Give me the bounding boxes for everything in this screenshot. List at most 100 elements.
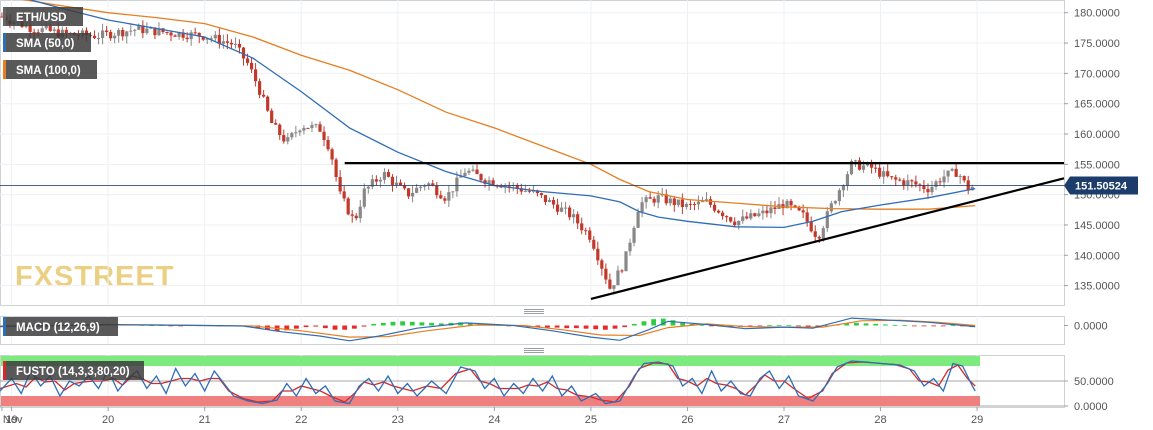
candle-body	[555, 204, 560, 212]
candle-body	[878, 167, 882, 177]
fusto-swatch	[3, 361, 6, 380]
sma50-line	[28, 0, 976, 229]
candle-body	[825, 211, 829, 229]
legend-sma50[interactable]: SMA (50,0)	[3, 33, 91, 52]
macd-histogram-bar	[409, 321, 415, 326]
candle-body	[620, 270, 624, 272]
candle-body	[547, 199, 552, 202]
legend-macd[interactable]: MACD (12,26,9)	[3, 317, 118, 336]
oversold-band	[1, 396, 980, 406]
candle-body	[133, 29, 137, 31]
candle-body	[374, 179, 378, 182]
macd-histogram-bar	[931, 325, 937, 327]
candle-body	[326, 139, 330, 150]
candle-body	[785, 200, 789, 209]
candle-body	[435, 185, 439, 196]
candle-body	[515, 184, 519, 189]
price-tag-shape	[1064, 176, 1138, 195]
candle-body	[197, 32, 201, 37]
candle-body	[378, 179, 382, 182]
price-y-axis: 180.0000 175.0000 170.0000 165.0000 160.0000…	[0, 8, 1120, 293]
candle-body	[241, 47, 246, 59]
macd-histogram-bar	[284, 325, 290, 331]
macd-histogram-bar	[786, 325, 792, 327]
candle-body	[716, 210, 721, 213]
candle-body	[644, 197, 648, 203]
time-tick-label: 29	[971, 414, 983, 426]
candle-body	[36, 32, 40, 34]
candle-body	[471, 169, 475, 171]
candle-body	[121, 29, 125, 37]
candle-body	[415, 187, 419, 193]
candle-body	[704, 199, 709, 202]
candle-body	[463, 172, 467, 177]
macd-histogram-bar	[641, 321, 647, 326]
candle-body	[141, 25, 145, 34]
time-tick-label: 27	[778, 414, 790, 426]
legend-fusto-label: FUSTO (14,3,3,80,20)	[16, 366, 130, 378]
candle-body	[958, 176, 962, 178]
price-pane[interactable]	[0, 0, 1065, 306]
time-tick-label: 25	[585, 414, 597, 426]
macd-swatch	[3, 317, 6, 336]
candle-body	[938, 181, 942, 183]
candle-body	[950, 168, 954, 171]
candle-body	[604, 268, 608, 280]
candle-body	[467, 170, 471, 173]
price-tick-label: 140.0000	[1074, 250, 1120, 262]
candle-body	[539, 193, 544, 196]
candle-body	[914, 181, 918, 185]
candle-body	[342, 191, 346, 199]
candle-body	[173, 35, 177, 37]
candle-body	[930, 186, 934, 193]
candle-body	[366, 186, 370, 189]
macd-histogram-bar	[178, 325, 183, 327]
pane-resize-handle-1[interactable]	[524, 309, 544, 314]
candle-body	[668, 198, 672, 204]
time-tick-label: 21	[199, 414, 211, 426]
candlestick-series	[0, 12, 974, 295]
macd-histogram-bar	[322, 325, 328, 329]
candle-body	[209, 38, 213, 40]
candle-body	[394, 182, 399, 185]
candle-body	[205, 38, 209, 40]
candle-body	[64, 29, 68, 34]
legend-sma100[interactable]: SMA (100,0)	[3, 60, 97, 79]
macd-pane[interactable]	[0, 316, 1065, 345]
candle-body	[934, 181, 938, 187]
candle-body	[551, 199, 556, 205]
candle-body	[479, 174, 483, 181]
legend-symbol[interactable]: ETH/USD	[3, 7, 83, 26]
time-tick-label: 24	[488, 414, 500, 426]
macd-histogram-bar	[332, 325, 338, 330]
candle-body	[278, 124, 282, 136]
macd-histogram-bar	[844, 323, 850, 326]
time-tick-label: 19	[5, 414, 17, 426]
macd-histogram-bar	[303, 325, 309, 328]
candle-body	[233, 43, 238, 45]
legend-fusto[interactable]: FUSTO (14,3,3,80,20)	[3, 361, 144, 380]
candle-body	[813, 231, 817, 237]
macd-histogram-bar	[728, 325, 734, 328]
ascending-trendline[interactable]	[590, 177, 1065, 301]
candle-body	[894, 177, 898, 180]
macd-histogram-bar	[400, 321, 406, 326]
candle-body	[322, 131, 326, 140]
overbought-band	[1, 356, 980, 366]
candle-body	[741, 216, 745, 221]
candle-body	[592, 239, 596, 249]
time-tick-label: 22	[295, 414, 307, 426]
macd-histogram-bar	[950, 325, 956, 327]
candle-body	[801, 210, 805, 213]
candle-body	[692, 204, 697, 206]
candle-body	[253, 69, 258, 82]
fusto-tick-label: 50.0000	[1074, 376, 1114, 388]
macd-y-axis: 0.0000	[1064, 321, 1108, 333]
macd-histogram-bar	[660, 318, 666, 326]
price-tag-text: 151.50524	[1075, 181, 1128, 193]
pane-resize-handle-2[interactable]	[524, 348, 544, 353]
macd-histogram-bar	[921, 325, 927, 327]
candle-body	[833, 201, 837, 204]
candle-body	[338, 177, 342, 192]
price-tick-label: 135.0000	[1074, 281, 1120, 293]
